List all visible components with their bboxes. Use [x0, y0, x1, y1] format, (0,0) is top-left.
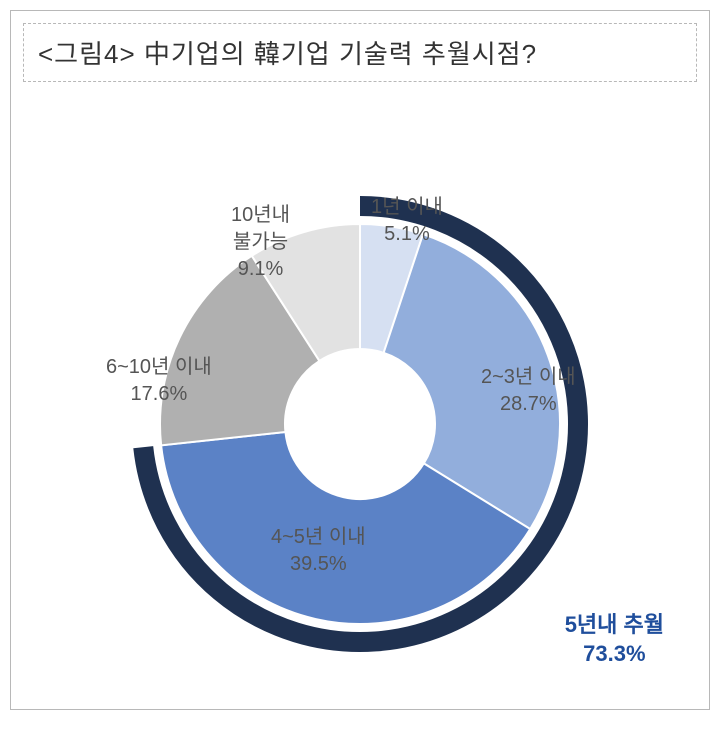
highlight-callout: 5년내 추월 73.3%	[565, 610, 664, 669]
chart-area: 1년 이내 5.1% 2~3년 이내 28.7% 4~5년 이내 39.5% 6…	[11, 94, 709, 694]
figure-container: <그림4> 中기업의 韓기업 기술력 추월시점? 1년 이내 5.1% 2~3년…	[10, 10, 710, 710]
callout-line1: 5년내 추월	[565, 610, 664, 640]
chart-title: <그림4> 中기업의 韓기업 기술력 추월시점?	[23, 23, 697, 82]
donut-hole	[285, 349, 435, 499]
callout-line2: 73.3%	[565, 639, 664, 669]
donut-chart	[110, 174, 610, 674]
